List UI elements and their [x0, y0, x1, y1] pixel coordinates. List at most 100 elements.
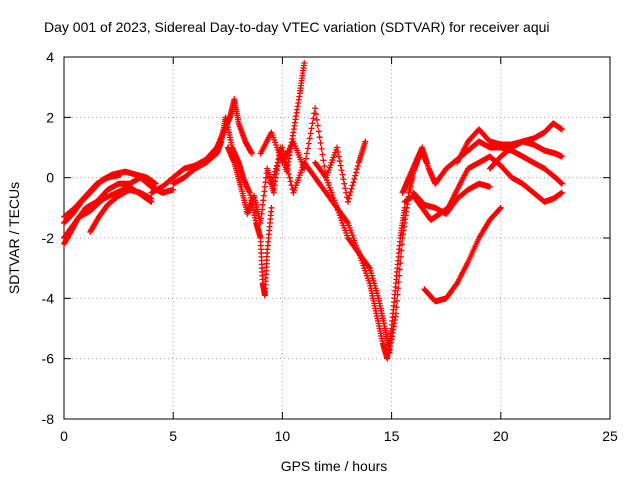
data-point-arc-i: [318, 145, 325, 152]
data-point-arc-j: [280, 148, 287, 155]
data-point-arc-i: [313, 116, 320, 123]
x-tick-labels: 0 5 10 15 20 25: [60, 428, 618, 444]
data-point-arc-i: [321, 163, 328, 170]
data-point-arc-i: [341, 180, 348, 187]
data-point-arc-n: [486, 183, 493, 190]
data-point-arc-k: [398, 241, 405, 248]
data-point-arc-o: [496, 205, 503, 212]
data-point-arc-i: [320, 157, 327, 164]
data-point-arc-i: [353, 169, 360, 176]
data-point-arc-k: [394, 297, 401, 304]
y-tick-label: -2: [42, 230, 55, 246]
data-point-arc-i: [303, 150, 310, 157]
data-point-arc-i: [354, 166, 361, 173]
y-tick-label: 2: [46, 109, 54, 125]
data-point-arc-i: [336, 158, 343, 165]
data-point-arc-k: [392, 310, 399, 317]
x-tick-label: 20: [493, 428, 509, 444]
data-point-arc-j: [279, 144, 286, 151]
data-point-arc-j: [273, 162, 280, 169]
y-tick-labels: -8 -6 -4 -2 0 2 4: [42, 49, 55, 427]
data-point-arc-m: [558, 189, 565, 196]
y-tick-label: 4: [46, 49, 54, 65]
data-point-arc-j: [284, 167, 291, 174]
data-point-arc-i: [337, 162, 344, 169]
data-point-arc-b: [152, 180, 159, 187]
data-point-arc-i: [343, 189, 350, 196]
data-point-arc-i: [312, 105, 319, 112]
data-point-arc-i: [317, 139, 324, 146]
y-tick-label: 0: [46, 170, 54, 186]
data-point-arc-e: [148, 195, 155, 202]
data-point-arc-k: [397, 260, 404, 267]
data-point-arc-j: [270, 174, 277, 181]
data-point-arc-h: [301, 60, 308, 67]
data-points: [61, 60, 565, 362]
data-point-arc-i: [305, 140, 312, 147]
data-point-arc-i: [334, 144, 340, 151]
data-point-arc-g: [268, 204, 275, 211]
data-point-arc-f: [248, 150, 255, 157]
data-point-arc-i: [340, 176, 347, 183]
data-point-arc-i: [310, 115, 317, 122]
x-tick-label: 5: [169, 428, 177, 444]
data-point-arc-i: [314, 122, 321, 129]
x-tick-label: 25: [602, 428, 618, 444]
data-point-arc-i: [309, 120, 316, 127]
data-point-arc-q: [558, 153, 565, 160]
data-point-arc-i: [351, 175, 358, 182]
data-point-arc-i: [338, 167, 345, 174]
x-tick-label: 0: [60, 428, 68, 444]
data-point-arc-i: [339, 171, 346, 178]
y-tick-label: -4: [42, 290, 55, 306]
x-tick-label: 10: [275, 428, 291, 444]
data-point-arc-j: [274, 159, 281, 166]
data-point-arc-i: [354, 162, 361, 169]
y-axis-label: SDTVAR / TECUs: [6, 182, 22, 294]
data-point-arc-i: [316, 134, 323, 141]
data-point-arc-k: [395, 278, 402, 285]
data-point-arc-j: [273, 165, 280, 172]
data-point-arc-i: [304, 145, 311, 152]
data-point-arc-k: [396, 272, 403, 279]
data-point-arc-j: [282, 155, 289, 162]
data-point-arc-o: [453, 281, 460, 288]
data-point-arc-k: [397, 253, 404, 260]
data-point-arc-i: [349, 182, 356, 189]
data-point-arc-i: [334, 149, 341, 156]
data-point-arc-k: [394, 291, 401, 298]
data-point-arc-j: [276, 153, 283, 160]
data-point-arc-i: [342, 185, 349, 192]
data-point-arc-j: [286, 174, 293, 181]
grid-lines: [64, 57, 610, 419]
data-point-arc-i: [344, 198, 351, 205]
data-point-arc-j: [269, 177, 276, 184]
data-point-arc-i: [362, 138, 369, 145]
data-point-arc-i: [306, 135, 313, 142]
data-point-arc-j: [271, 171, 278, 178]
data-point-arc-k: [393, 304, 400, 311]
data-point-arc-k: [395, 285, 402, 292]
data-point-arc-i: [315, 128, 322, 135]
data-point-arc-j: [283, 163, 290, 170]
data-point-arc-i: [319, 151, 326, 158]
data-point-arc-i: [348, 185, 355, 192]
data-point-arc-j: [285, 170, 292, 177]
data-point-arc-i: [352, 172, 359, 179]
data-point-arc-j: [281, 152, 288, 159]
data-point-arc-j: [272, 168, 279, 175]
data-point-arc-j: [287, 178, 294, 185]
y-tick-label: -8: [42, 411, 55, 427]
data-point-arc-i: [313, 111, 320, 118]
data-point-arc-i: [350, 179, 357, 186]
data-point-arc-d: [117, 171, 124, 178]
data-point-arc-p: [558, 126, 565, 133]
data-point-arc-k: [396, 266, 403, 273]
data-point-arc-k: [365, 263, 372, 270]
data-point-arc-k: [398, 247, 405, 254]
data-point-arc-j: [283, 159, 290, 166]
data-point-arc-i: [303, 155, 310, 162]
data-point-arc-j: [275, 156, 282, 163]
y-tick-label: -6: [42, 351, 55, 367]
